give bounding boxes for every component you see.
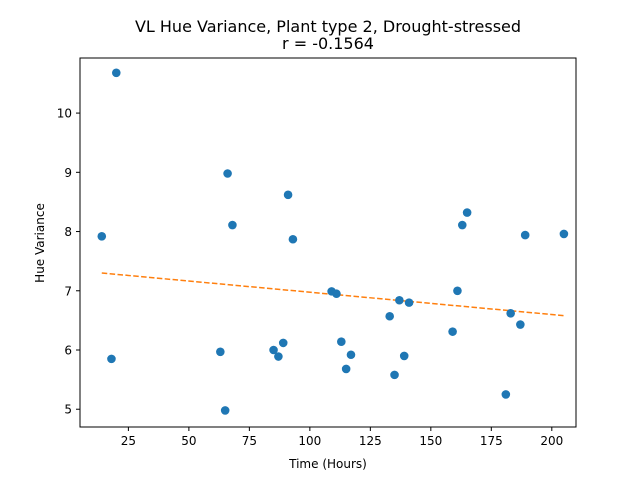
data-point [288, 234, 298, 244]
x-tick-label: 75 [242, 434, 257, 448]
data-point [453, 286, 462, 296]
plot-area [80, 58, 576, 427]
y-tick-label: 8 [64, 225, 72, 239]
data-point [346, 350, 356, 360]
chart-subtitle: r = -0.1564 [282, 34, 374, 53]
data-point [501, 390, 511, 399]
plot-frame-rect [79, 57, 577, 428]
data-point [223, 169, 232, 178]
y-axis-label: Hue Variance [33, 203, 47, 283]
y-tick-label: 10 [57, 107, 72, 121]
y-tick-label: 6 [64, 344, 72, 358]
x-tick-label: 100 [298, 434, 321, 448]
x-tick-label: 150 [419, 434, 442, 448]
data-point [404, 298, 414, 307]
x-tick-label: 25 [121, 434, 136, 448]
data-point [228, 220, 237, 230]
data-point [395, 295, 404, 305]
data-point [97, 231, 107, 241]
data-point [220, 406, 230, 415]
x-axis-label: Time (Hours) [288, 457, 367, 471]
data-point [457, 220, 467, 230]
y-tick-label: 7 [64, 284, 72, 298]
x-tick-label: 175 [480, 434, 503, 448]
plot-frame [79, 57, 577, 428]
data-point [390, 370, 399, 380]
data-point [559, 229, 569, 239]
y-tick-label: 5 [64, 403, 72, 417]
y-axis: 5 6 7 8 9 10 [57, 107, 80, 417]
chart-title: VL Hue Variance, Plant type 2, Drought-s… [135, 17, 521, 36]
data-point [520, 230, 530, 240]
data-point [385, 311, 394, 321]
data-point [341, 364, 351, 374]
plot-background [80, 58, 576, 427]
data-point [506, 308, 515, 318]
x-tick-label: 125 [359, 434, 382, 448]
data-point [216, 347, 225, 357]
y-tick-label: 9 [64, 166, 72, 180]
x-tick-label: 200 [540, 434, 563, 448]
data-point [337, 337, 346, 347]
data-point [269, 345, 278, 355]
data-point [399, 351, 409, 361]
data-point [462, 208, 472, 217]
data-point [448, 327, 457, 336]
points-layer [97, 68, 569, 415]
data-point [516, 320, 525, 329]
data-point [332, 289, 341, 299]
data-point [283, 190, 293, 200]
data-point [107, 354, 116, 364]
x-axis: 25 50 75 100 125 150 175 200 [121, 427, 563, 448]
data-point [278, 338, 288, 348]
x-tick-label: 50 [181, 434, 196, 448]
data-point [274, 352, 283, 361]
data-point [111, 68, 121, 78]
